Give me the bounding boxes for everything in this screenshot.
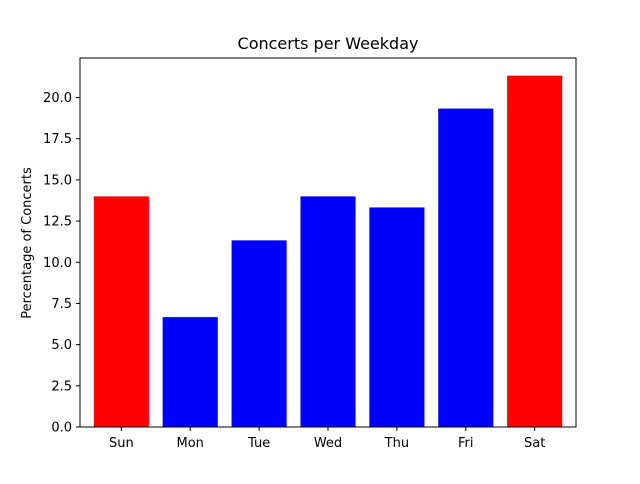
bar-mon bbox=[162, 317, 218, 427]
bar-sat bbox=[507, 75, 563, 427]
x-tick-label: Sun bbox=[109, 436, 134, 451]
x-tick-label: Thu bbox=[384, 436, 409, 451]
y-tick-label: 10.0 bbox=[43, 256, 72, 271]
chart-title: Concerts per Weekday bbox=[238, 34, 419, 53]
bar-wed bbox=[300, 196, 356, 427]
y-tick-label: 0.0 bbox=[51, 421, 72, 436]
y-tick-label: 5.0 bbox=[51, 338, 72, 353]
bar-sun bbox=[93, 196, 149, 427]
y-tick-label: 20.0 bbox=[43, 91, 72, 106]
y-tick-label: 15.0 bbox=[43, 173, 72, 188]
x-tick-label: Fri bbox=[458, 436, 474, 451]
plot-frame bbox=[79, 57, 577, 428]
x-tick-label: Mon bbox=[177, 436, 204, 451]
y-tick-label: 7.5 bbox=[51, 297, 72, 312]
y-tick-label: 12.5 bbox=[43, 215, 72, 230]
bars-layer bbox=[93, 75, 563, 428]
x-tick-label: Wed bbox=[314, 436, 342, 451]
bar-thu bbox=[369, 207, 425, 427]
y-tick-label: 17.5 bbox=[43, 132, 72, 147]
x-axis-ticks: Sun Mon Tue Wed Thu Fri Sat bbox=[109, 427, 545, 451]
x-tick-label: Tue bbox=[247, 436, 270, 451]
y-tick-label: 2.5 bbox=[51, 379, 72, 394]
x-tick-label: Sat bbox=[524, 436, 545, 451]
bar-fri bbox=[438, 108, 494, 428]
bar-tue bbox=[231, 240, 287, 427]
y-axis-ticks: 0.0 2.5 5.0 7.5 10.0 12.5 15.0 17.5 20.0 bbox=[43, 91, 80, 436]
y-axis-label: Percentage of Concerts bbox=[20, 167, 35, 319]
